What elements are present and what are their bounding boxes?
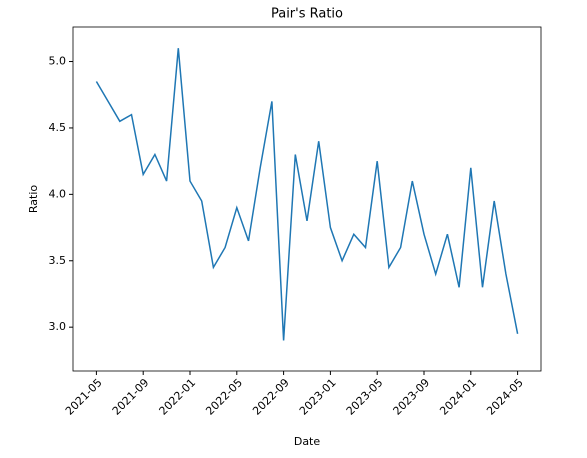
y-tick-label: 3.0 bbox=[49, 320, 67, 333]
y-tick-label: 4.0 bbox=[49, 187, 67, 200]
x-tick-label: 2023-05 bbox=[344, 376, 386, 418]
x-tick-label: 2022-05 bbox=[203, 376, 245, 418]
x-tick-label: 2024-01 bbox=[437, 376, 479, 418]
line-series bbox=[95, 48, 519, 341]
x-tick-label: 2024-05 bbox=[484, 376, 526, 418]
plot-frame bbox=[72, 26, 542, 372]
x-tick-label: 2021-09 bbox=[110, 376, 152, 418]
x-tick-label: 2023-01 bbox=[297, 376, 339, 418]
y-axis-label: Ratio bbox=[27, 185, 40, 214]
y-tick-label: 5.0 bbox=[49, 55, 67, 68]
x-tick-label: 2023-09 bbox=[391, 376, 433, 418]
x-tick-label: 2021-05 bbox=[63, 376, 105, 418]
y-tick-label: 3.5 bbox=[49, 254, 67, 267]
y-tick-label: 4.5 bbox=[49, 121, 67, 134]
x-tick-label: 2022-09 bbox=[250, 376, 292, 418]
x-tick-label: 2022-01 bbox=[157, 376, 199, 418]
chart-title: Pair's Ratio bbox=[271, 7, 343, 22]
x-axis-label: Date bbox=[294, 435, 321, 448]
